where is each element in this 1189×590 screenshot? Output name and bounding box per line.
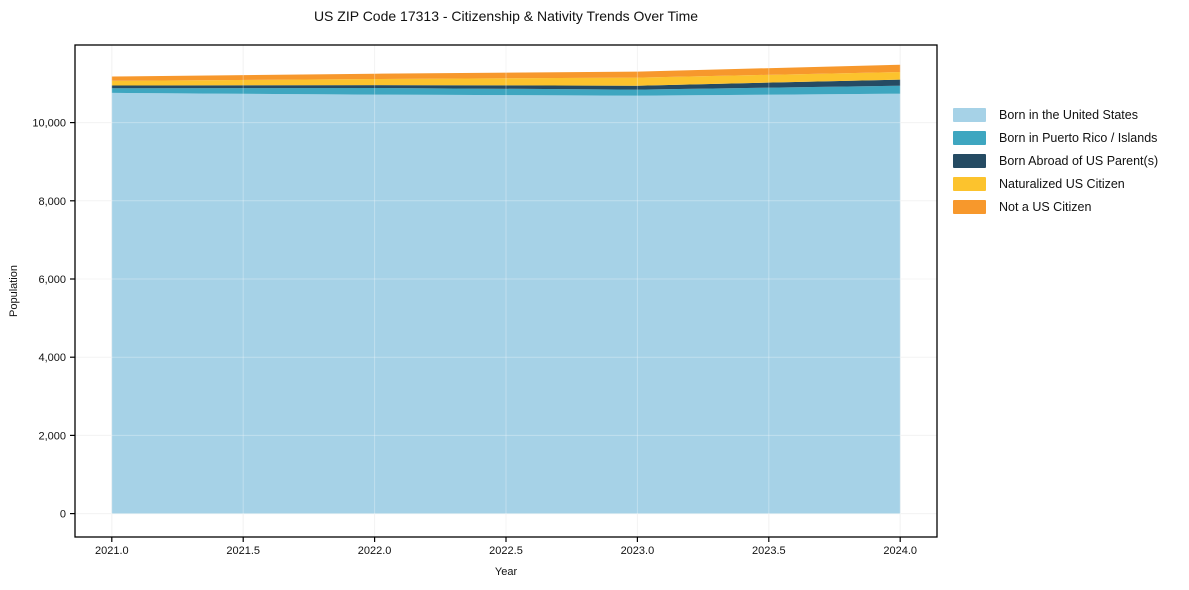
y-tick-label: 4,000 [38, 352, 66, 364]
y-tick-label: 2,000 [38, 430, 66, 442]
legend-swatch-icon [953, 177, 986, 191]
y-tick-label: 0 [60, 509, 66, 521]
legend-swatch-icon [953, 200, 986, 214]
area-series-group [111, 64, 901, 514]
x-tick-label: 2023.0 [621, 545, 655, 557]
legend-label: Naturalized US Citizen [999, 177, 1125, 191]
x-tick-label: 2022.0 [358, 545, 392, 557]
x-tick-label: 2022.5 [489, 545, 523, 557]
legend-label: Born in Puerto Rico / Islands [999, 131, 1158, 145]
legend-swatch-icon [953, 108, 986, 122]
x-tick-label: 2021.0 [95, 545, 129, 557]
area-series-3 [111, 72, 901, 86]
legend-item: Born Abroad of US Parent(s) [953, 153, 1158, 169]
y-axis-ticks: 0 2,000 4,000 6,000 8,000 10,000 [32, 118, 75, 521]
y-tick-label: 6,000 [38, 274, 66, 286]
legend-swatch-icon [953, 131, 986, 145]
area-series-1 [111, 85, 901, 96]
area-series-0 [111, 92, 901, 514]
y-tick-label: 8,000 [38, 196, 66, 208]
legend-label: Born Abroad of US Parent(s) [999, 154, 1159, 168]
area-series-4 [111, 64, 901, 81]
legend-label: Born in the United States [999, 108, 1138, 122]
y-tick-label: 10,000 [32, 118, 66, 130]
area-series-2 [111, 79, 901, 90]
legend-item: Not a US Citizen [953, 199, 1158, 215]
chart-title: US ZIP Code 17313 - Citizenship & Nativi… [313, 8, 699, 24]
legend-item: Born in Puerto Rico / Islands [953, 130, 1158, 146]
x-tick-label: 2024.0 [883, 545, 917, 557]
gridlines-overlay [75, 45, 937, 537]
legend: Born in the United States Born in Puerto … [953, 107, 1158, 215]
x-tick-label: 2023.5 [752, 545, 786, 557]
x-tick-label: 2021.5 [226, 545, 260, 557]
legend-item: Naturalized US Citizen [953, 176, 1158, 192]
legend-swatch-icon [953, 154, 986, 168]
legend-item: Born in the United States [953, 107, 1158, 123]
x-axis-label: Year [494, 566, 518, 578]
x-axis-ticks: 2021.0 2021.5 2022.0 2022.5 2023.0 2023.5 2024… [95, 537, 917, 557]
legend-label: Not a US Citizen [999, 200, 1092, 214]
